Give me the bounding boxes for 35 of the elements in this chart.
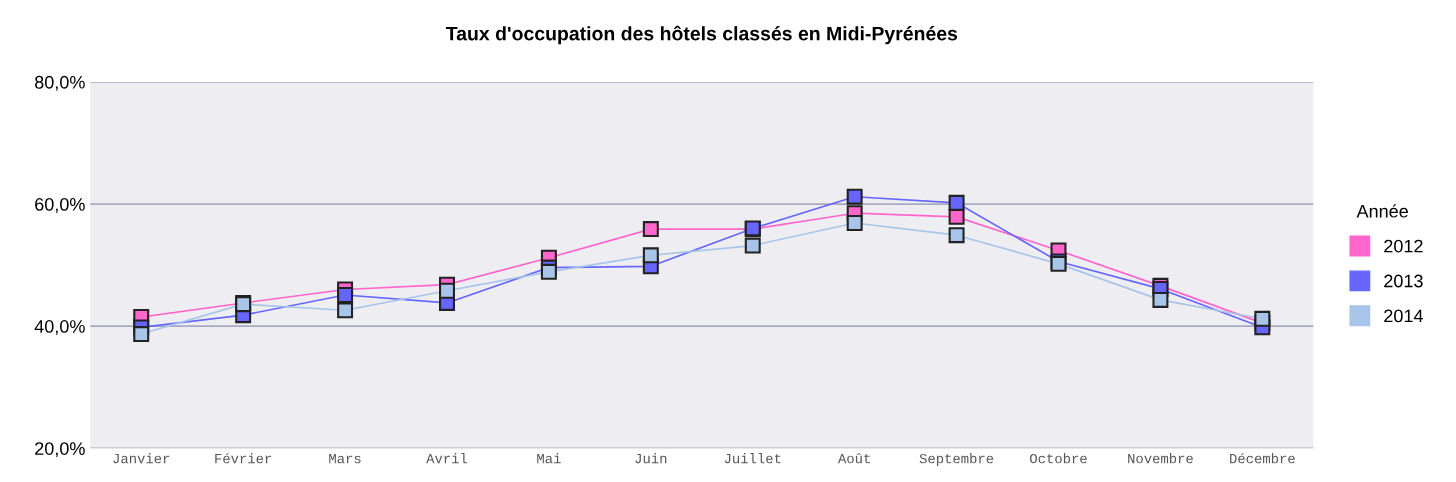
point: [744, 237, 761, 254]
x-tick-label: Mars: [329, 454, 361, 464]
x-tick-label: Octobre: [1030, 453, 1087, 464]
point: [642, 221, 659, 238]
point: [642, 247, 659, 264]
point: [1254, 310, 1271, 327]
point: [948, 227, 965, 244]
y-tick-label: 20,0%: [35, 442, 85, 458]
point: [540, 263, 557, 280]
point: [846, 214, 863, 231]
legend-label: 2013: [1384, 274, 1423, 288]
x-tick-label: Septembre: [919, 453, 994, 467]
legend-label: 2012: [1384, 239, 1423, 253]
x-tick-label: Juillet: [724, 453, 781, 464]
point: [846, 188, 863, 205]
x-tick-label: Juin: [635, 453, 667, 464]
x-tick-label: Décembre: [1230, 453, 1295, 464]
y-tick-label: 80,0%: [35, 75, 85, 91]
chart-title: Taux d'occupation des hôtels classés en Midi-Pyrénées: [445, 25, 958, 45]
x-tick-label: Avril: [426, 453, 468, 464]
x-tick-label: Mai: [537, 453, 561, 464]
x-tick-label: Novembre: [1128, 453, 1193, 464]
point: [948, 194, 965, 211]
point: [439, 282, 455, 299]
point: [337, 302, 354, 319]
y-tick-label: 60,0%: [35, 197, 85, 213]
y-tick-label: 40,0%: [34, 320, 85, 336]
point: [1152, 291, 1169, 308]
point: [133, 326, 150, 343]
legend-label: 2014: [1384, 309, 1423, 323]
x-tick-label: Janvier: [113, 453, 170, 464]
x-tick-label: Février: [215, 453, 272, 464]
legend-title: Année: [1356, 204, 1408, 218]
x-tick-label: Août: [838, 453, 870, 464]
point: [337, 287, 354, 303]
